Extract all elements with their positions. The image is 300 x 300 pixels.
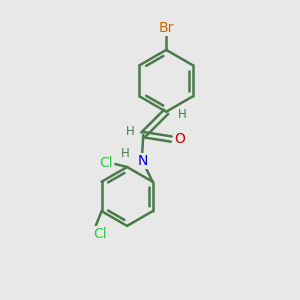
Text: O: O — [174, 132, 185, 146]
Text: Cl: Cl — [99, 157, 113, 170]
Text: Cl: Cl — [93, 227, 107, 241]
Text: H: H — [178, 108, 187, 121]
Text: H: H — [126, 125, 134, 138]
Text: H: H — [121, 147, 130, 160]
Text: N: N — [138, 154, 148, 168]
Text: Br: Br — [158, 21, 174, 35]
